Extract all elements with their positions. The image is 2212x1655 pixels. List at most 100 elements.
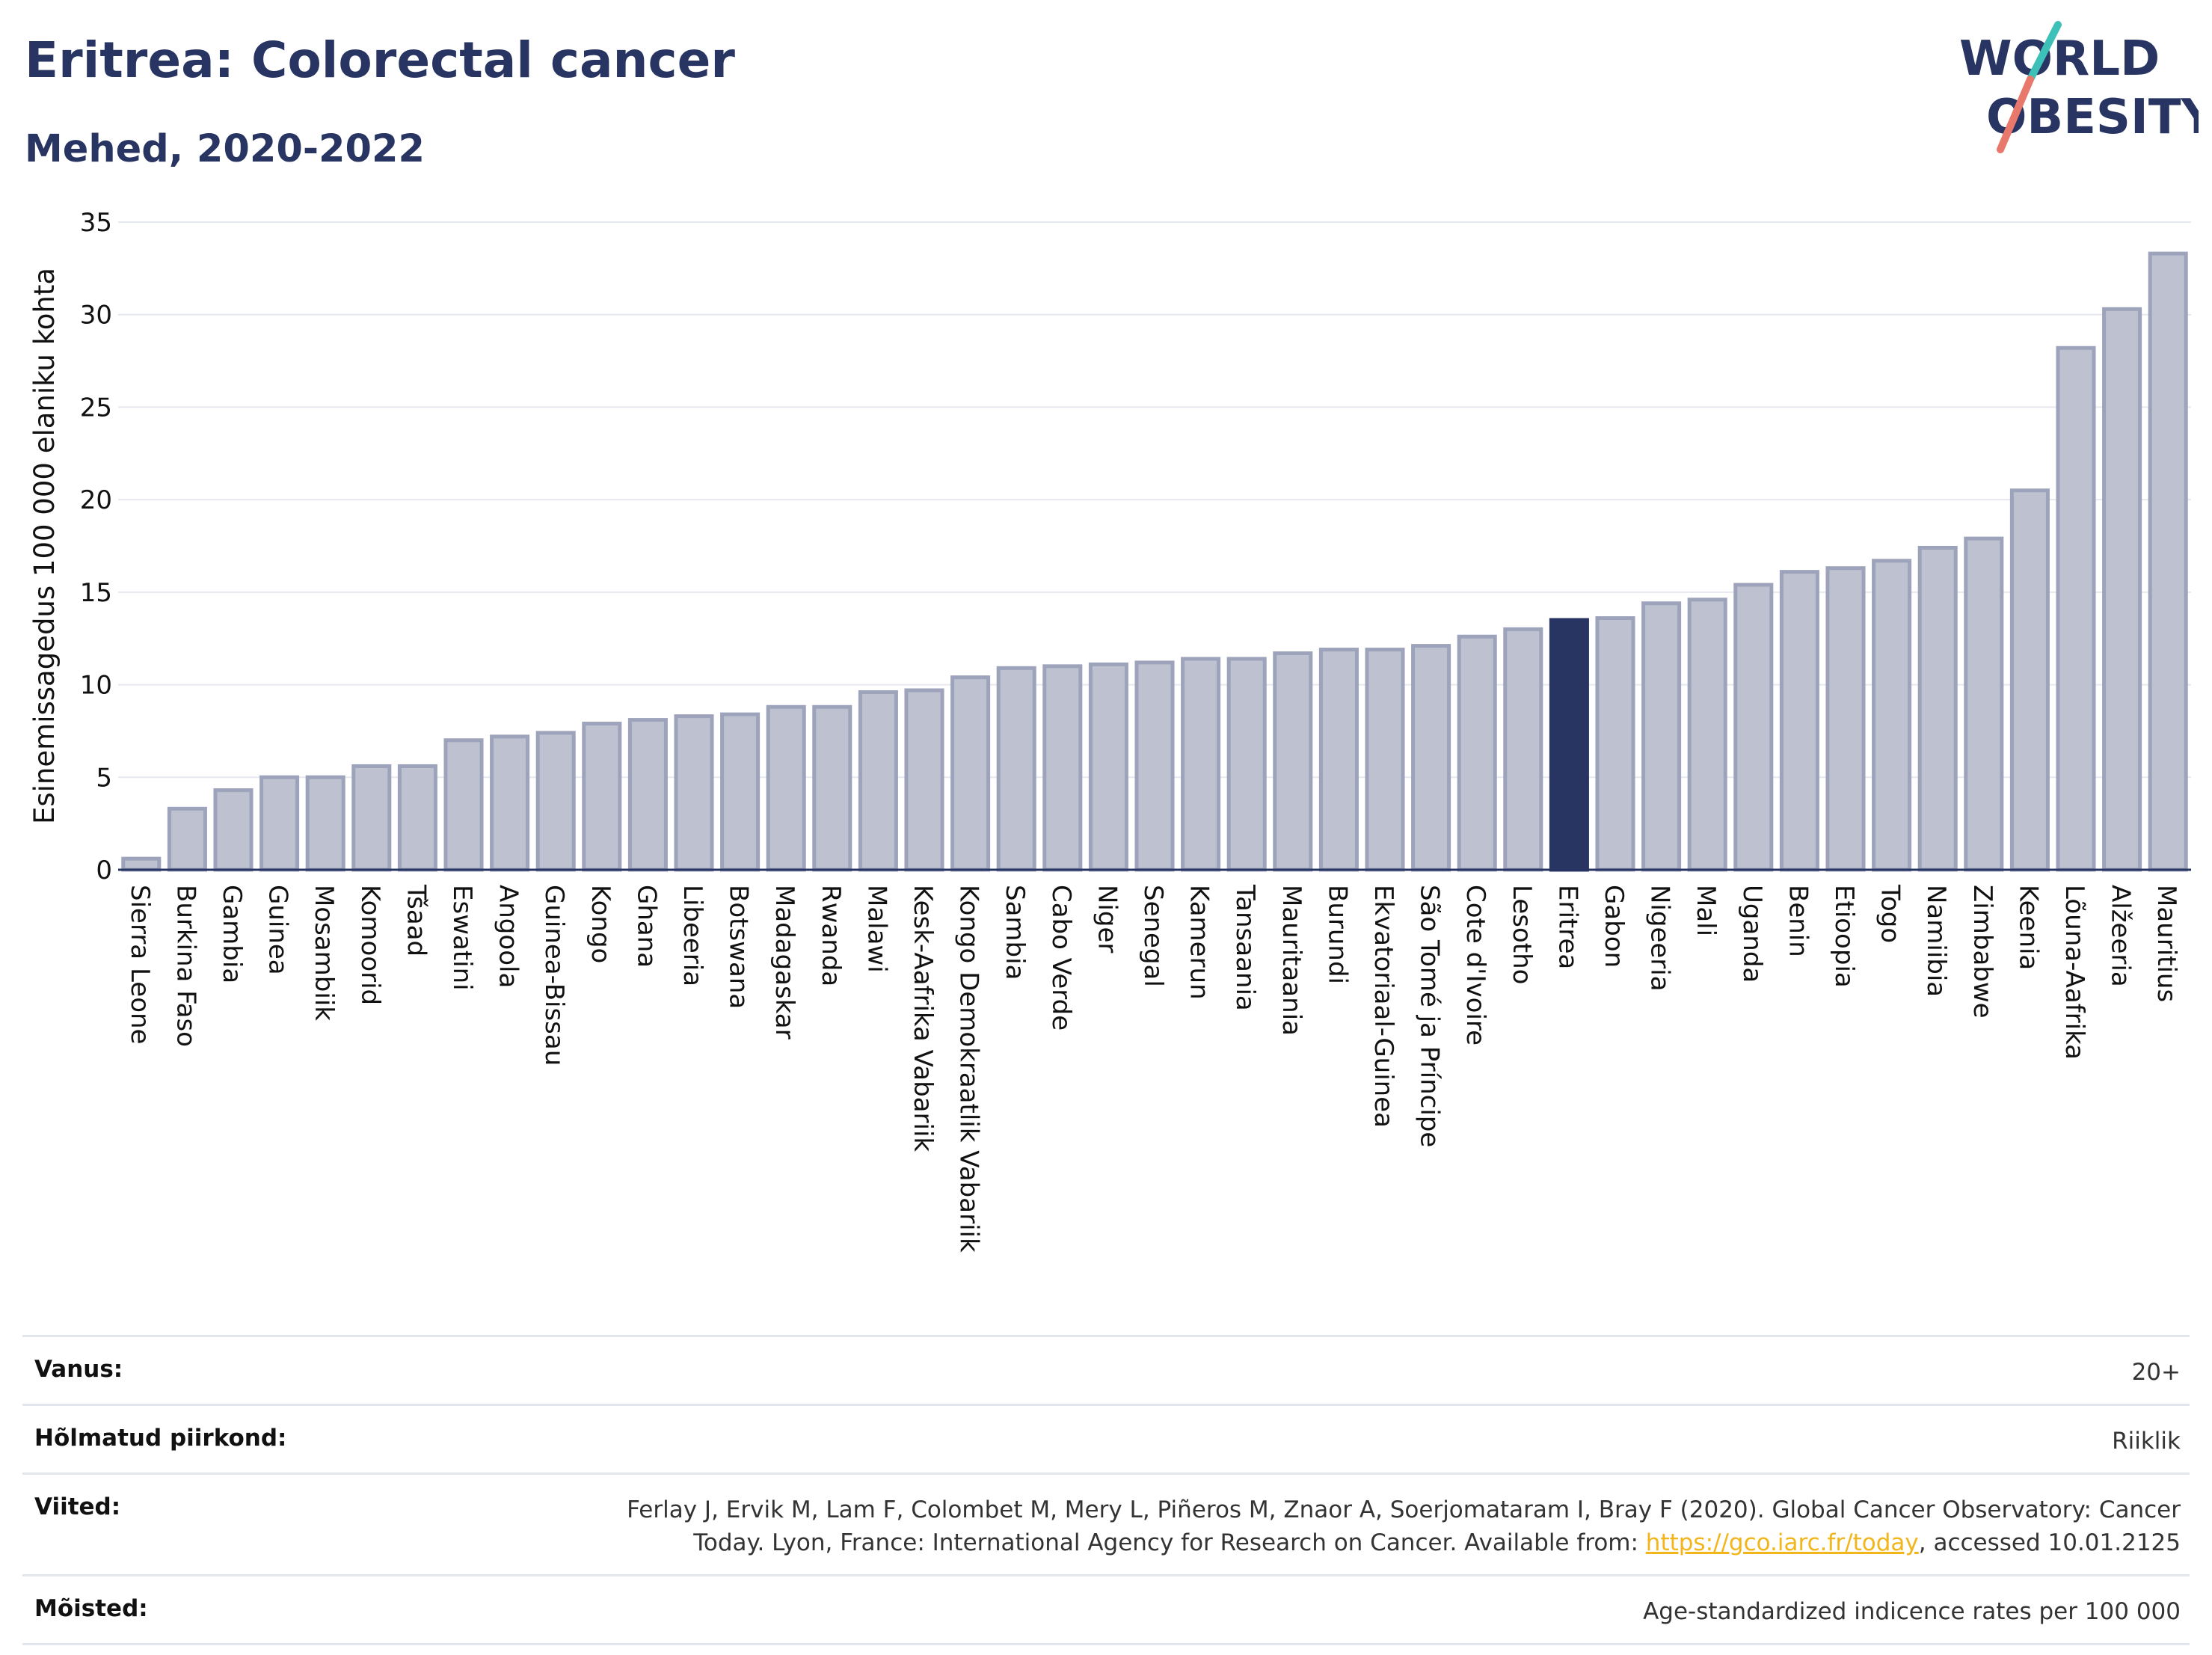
bar <box>720 712 761 872</box>
logo-slash-teal <box>2027 21 2062 83</box>
info-value: Age-standardized indicence rates per 100… <box>1643 1598 2181 1625</box>
bar-chart: 0 5 10 15 20 25 30 35 Sierra Leone Burkina Faso G… <box>28 208 2191 1253</box>
info-value: Riiklik <box>2112 1428 2181 1455</box>
bar <box>1825 566 1866 872</box>
reference-text: Ferlay J, Ervik M, Lam F, Colombet M, Me… <box>627 1496 2181 1556</box>
info-value: 20+ <box>2131 1359 2181 1386</box>
bar <box>904 688 944 872</box>
x-tick-label: Sambia <box>1000 885 1030 980</box>
x-tick-label: Angoola <box>494 885 523 988</box>
reference-link[interactable]: https://gco.iarc.fr/today <box>1645 1529 1919 1556</box>
bar <box>443 738 484 872</box>
bar <box>1226 657 1267 872</box>
y-axis-label: Esinemissagedus 100 000 elaniku kohta <box>28 268 61 824</box>
x-tick-label: Rwanda <box>816 885 846 986</box>
bar <box>1503 627 1543 872</box>
x-tick-label: Lesotho <box>1507 885 1537 984</box>
bar <box>1181 657 1221 872</box>
x-tick-label: Mosambiik <box>309 885 339 1021</box>
x-tick-label: Sierra Leone <box>125 885 155 1044</box>
logo-line-1: WORLD <box>1959 31 2160 87</box>
x-tick-label: Togo <box>1875 884 1905 943</box>
info-label: Mõisted: <box>34 1595 148 1622</box>
x-tick-label: Ekvatoriaal-Guinea <box>1368 885 1398 1128</box>
y-tick-label: 30 <box>80 301 112 331</box>
x-tick-label: Ghana <box>631 885 661 968</box>
x-tick-label: Kamerun <box>1185 885 1214 1000</box>
bar <box>1365 648 1405 872</box>
info-table: Vanus: 20+ Hõlmatud piirkond: Riiklik Vi… <box>22 1335 2190 1645</box>
x-tick-label: Gabon <box>1599 885 1629 968</box>
bar <box>1457 634 1497 872</box>
x-tick-label: Mali <box>1691 885 1721 936</box>
y-tick-label: 15 <box>80 578 112 608</box>
x-tick-label: Burkina Faso <box>170 885 200 1047</box>
bar <box>1917 545 1958 872</box>
bar <box>812 704 852 872</box>
x-tick-label: Eritrea <box>1552 885 1582 969</box>
bar <box>490 734 530 872</box>
bar <box>121 856 162 872</box>
info-label: Viited: <box>34 1493 121 1520</box>
info-row-definitions: Mõisted: Age-standardized indicence rate… <box>22 1574 2190 1645</box>
x-tick-label: Kesk-Aafrika Vabariik <box>908 885 938 1152</box>
bar <box>674 714 714 872</box>
y-tick-labels: 0 5 10 15 20 25 30 35 <box>80 208 112 885</box>
bar <box>535 731 576 872</box>
y-tick-label: 35 <box>80 208 112 238</box>
x-tick-label: Alžeeria <box>2106 885 2136 987</box>
x-tick-label: Uganda <box>1737 885 1767 983</box>
x-tick-label: Cabo Verde <box>1046 885 1076 1031</box>
bar <box>1779 570 1819 872</box>
info-row-age: Vanus: 20+ <box>22 1335 2190 1404</box>
bar <box>1641 601 1682 872</box>
x-tick-label: Nigeeria <box>1645 885 1675 992</box>
bar <box>1411 644 1451 872</box>
x-tick-label: Eswatini <box>447 885 477 991</box>
x-tick-labels: Sierra Leone Burkina Faso Gambia Guinea Mosa… <box>125 884 2181 1253</box>
y-tick-label: 25 <box>80 393 112 423</box>
x-tick-label: Zimbabwe <box>1967 885 1997 1019</box>
bar <box>1318 648 1359 872</box>
bar <box>351 764 392 872</box>
bars <box>118 251 2191 872</box>
bar <box>2009 488 2050 872</box>
bar-highlighted <box>1549 618 1589 872</box>
page-subtitle: Mehed, 2020-2022 <box>25 127 425 171</box>
x-tick-label: Tansaania <box>1230 884 1260 1011</box>
x-tick-label: Keenia <box>2013 885 2043 970</box>
x-tick-label: Burundi <box>1322 885 1352 984</box>
x-tick-label: Kongo <box>586 885 615 963</box>
bar <box>858 690 898 872</box>
x-tick-label: Tšaad <box>401 884 431 957</box>
bar <box>627 718 668 872</box>
y-tick-label: 20 <box>80 485 112 515</box>
x-tick-label: Guinea-Bissau <box>539 885 569 1066</box>
bar <box>397 764 437 872</box>
bar <box>1595 615 1635 872</box>
bar <box>305 775 345 872</box>
bar <box>213 788 254 872</box>
bar <box>1733 583 1774 872</box>
info-label: Hõlmatud piirkond: <box>34 1425 287 1452</box>
x-tick-label: Mauritaania <box>1276 885 1306 1036</box>
bar <box>996 666 1036 872</box>
world-obesity-logo: WORLD OBESITY <box>1959 21 2199 153</box>
info-label: Vanus: <box>34 1356 123 1383</box>
x-tick-label: Kongo Demokraatlik Vabariik <box>954 885 984 1253</box>
bar <box>1872 559 1912 872</box>
x-tick-label: Etioopia <box>1829 885 1859 988</box>
x-tick-label: Benin <box>1783 885 1813 957</box>
page-title: Eritrea: Colorectal cancer <box>25 31 735 89</box>
bar <box>259 775 300 872</box>
x-tick-label: Cote d'Ivoire <box>1460 885 1490 1045</box>
bar <box>950 675 991 872</box>
bar <box>167 806 207 872</box>
bar <box>1088 662 1128 872</box>
bar <box>766 704 806 872</box>
x-tick-label: Madagaskar <box>769 885 799 1040</box>
y-tick-label: 0 <box>96 856 112 885</box>
bar <box>1964 536 2004 872</box>
y-tick-label: 5 <box>96 763 112 793</box>
bar <box>2056 346 2096 872</box>
